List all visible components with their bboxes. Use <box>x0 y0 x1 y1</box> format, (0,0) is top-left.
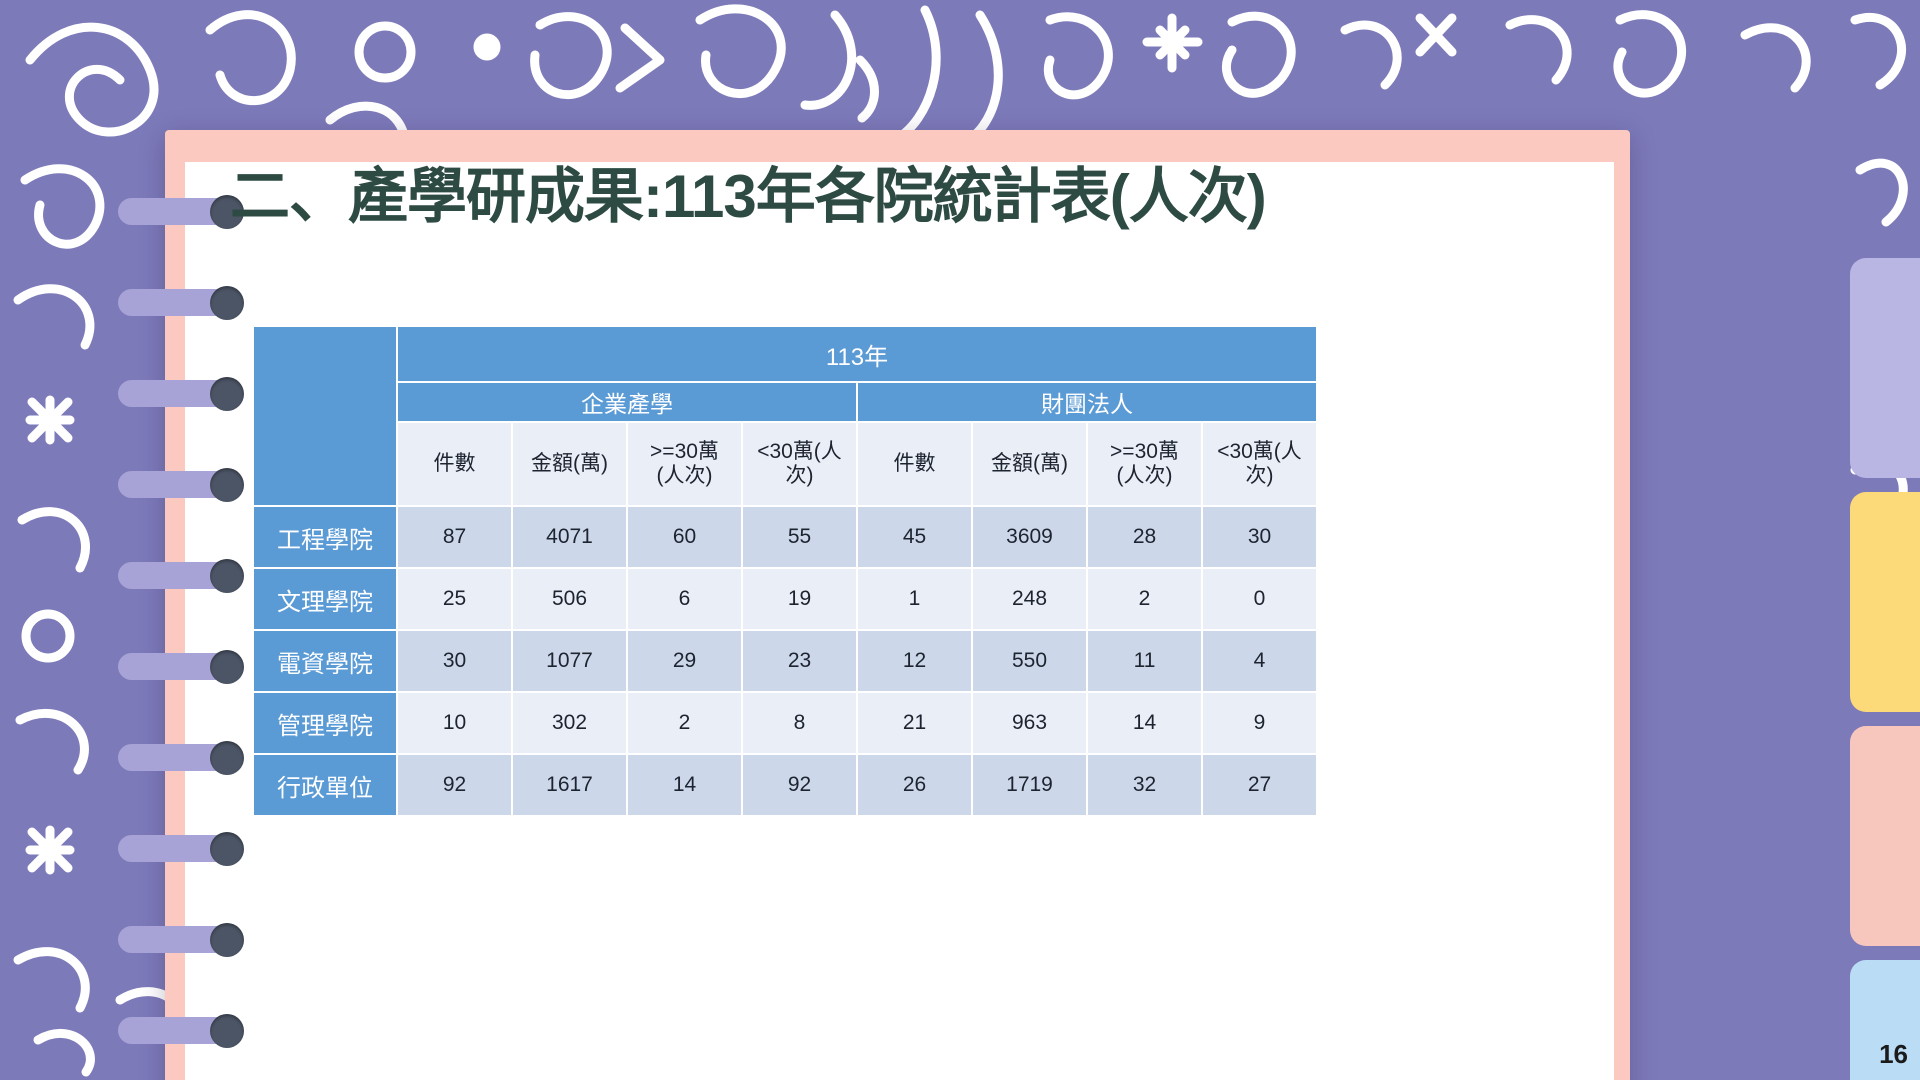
spiral-ring-hole <box>210 468 244 502</box>
data-cell: 550 <box>971 629 1088 693</box>
table-row: 工程學院 87 4071 60 55 45 3609 28 30 <box>252 505 1319 569</box>
row-header-工程學院: 工程學院 <box>252 505 398 569</box>
spiral-ring <box>118 832 263 866</box>
data-cell: 30 <box>396 629 513 693</box>
spiral-ring-hole <box>210 559 244 593</box>
table-row: 電資學院 30 1077 29 23 12 550 11 4 <box>252 629 1319 693</box>
row-header-電資學院: 電資學院 <box>252 629 398 693</box>
spiral-ring-hole <box>210 923 244 957</box>
spiral-ring <box>118 377 263 411</box>
data-cell: 11 <box>1086 629 1203 693</box>
data-cell: 55 <box>741 505 858 569</box>
data-cell: 14 <box>1086 691 1203 755</box>
data-cell: 4 <box>1200 629 1319 693</box>
table-header-column-row: 件數 金額(萬) >=30萬 (人次) <30萬(人 次) 件數 金額(萬) >=30萬 (人次)… <box>253 421 1319 507</box>
column-header-3: >=30萬 (人次) <box>626 421 743 507</box>
data-cell: 29 <box>626 629 743 693</box>
data-cell: 10 <box>396 691 513 755</box>
data-cell: 92 <box>741 753 858 817</box>
spiral-ring <box>118 559 263 593</box>
spiral-ring-hole <box>210 1014 244 1048</box>
side-tab-purple <box>1850 258 1920 478</box>
table-head: 113年 企業產學 財團法人 件數 金額(萬) >=30萬 (人次) <30萬(人 次) 件… <box>252 325 1319 507</box>
data-cell: 506 <box>511 567 628 631</box>
data-cell: 19 <box>741 567 858 631</box>
data-cell: 92 <box>396 753 513 817</box>
row-header-管理學院: 管理學院 <box>252 691 398 755</box>
table-row: 行政單位 92 1617 14 92 26 1719 32 27 <box>252 753 1319 817</box>
header-group-foundation: 財團法人 <box>855 381 1319 423</box>
row-header-行政單位: 行政單位 <box>252 753 398 817</box>
statistics-table: 113年 企業產學 財團法人 件數 金額(萬) >=30萬 (人次) <30萬(人 次) 件… <box>252 325 1319 817</box>
data-cell: 12 <box>856 629 973 693</box>
data-cell: 248 <box>971 567 1088 631</box>
column-header-6: 金額(萬) <box>971 421 1088 507</box>
data-cell: 1 <box>856 567 973 631</box>
column-header-1: 件數 <box>396 421 513 507</box>
spiral-ring <box>118 923 263 957</box>
table-row: 管理學院 10 302 2 8 21 963 14 9 <box>252 691 1319 755</box>
data-cell: 963 <box>971 691 1088 755</box>
spiral-ring <box>118 195 263 229</box>
side-tab-yellow <box>1850 492 1920 712</box>
data-cell: 1617 <box>511 753 628 817</box>
data-cell: 1719 <box>971 753 1088 817</box>
table-header-group-row: 企業產學 財團法人 <box>253 381 1319 423</box>
data-cell: 302 <box>511 691 628 755</box>
column-header-8: <30萬(人 次) <box>1200 421 1319 507</box>
page-number: 16 <box>1879 1039 1908 1069</box>
column-header-4: <30萬(人 次) <box>741 421 858 507</box>
row-header-文理學院: 文理學院 <box>252 567 398 631</box>
spiral-ring-hole <box>210 377 244 411</box>
data-cell: 6 <box>626 567 743 631</box>
data-cell: 3609 <box>971 505 1088 569</box>
table-header-year-row: 113年 <box>252 325 1319 507</box>
data-cell: 26 <box>856 753 973 817</box>
spiral-ring <box>118 1014 263 1048</box>
data-cell: 32 <box>1086 753 1203 817</box>
data-cell: 4071 <box>511 505 628 569</box>
header-year: 113年 <box>395 325 1319 383</box>
page-title: 二、產學研成果:113年各院統計表(人次) <box>230 163 1267 230</box>
table-corner-cell <box>252 325 398 507</box>
spiral-ring-hole <box>210 286 244 320</box>
data-cell: 0 <box>1200 567 1319 631</box>
data-cell: 25 <box>396 567 513 631</box>
spiral-binding <box>118 195 278 1080</box>
data-cell: 2 <box>1086 567 1203 631</box>
column-header-7: >=30萬 (人次) <box>1086 421 1203 507</box>
header-group-enterprise: 企業產學 <box>396 381 858 423</box>
data-cell: 60 <box>626 505 743 569</box>
spiral-ring-hole <box>210 195 244 229</box>
side-tab-blue <box>1850 960 1920 1080</box>
data-cell: 45 <box>856 505 973 569</box>
spiral-ring-hole <box>210 832 244 866</box>
data-cell: 30 <box>1200 505 1319 569</box>
spiral-ring-hole <box>210 741 244 775</box>
data-cell: 23 <box>741 629 858 693</box>
data-cell: 1077 <box>511 629 628 693</box>
spiral-ring <box>118 468 263 502</box>
data-cell: 27 <box>1200 753 1319 817</box>
table-body: 工程學院 87 4071 60 55 45 3609 28 30 文理學院 25 506 6 19 1 248… <box>252 505 1319 817</box>
spiral-ring <box>118 650 263 684</box>
data-cell: 9 <box>1200 691 1319 755</box>
table-row: 文理學院 25 506 6 19 1 248 2 0 <box>252 567 1319 631</box>
statistics-table-container: 113年 企業產學 財團法人 件數 金額(萬) >=30萬 (人次) <30萬(人 次) 件… <box>252 325 1319 817</box>
data-cell: 8 <box>741 691 858 755</box>
spiral-ring-hole <box>210 650 244 684</box>
data-cell: 2 <box>626 691 743 755</box>
side-tab-peach <box>1850 726 1920 946</box>
spiral-ring <box>118 286 263 320</box>
data-cell: 21 <box>856 691 973 755</box>
data-cell: 28 <box>1086 505 1203 569</box>
column-header-2: 金額(萬) <box>511 421 628 507</box>
spiral-ring <box>118 741 263 775</box>
data-cell: 87 <box>396 505 513 569</box>
data-cell: 14 <box>626 753 743 817</box>
column-header-5: 件數 <box>856 421 973 507</box>
